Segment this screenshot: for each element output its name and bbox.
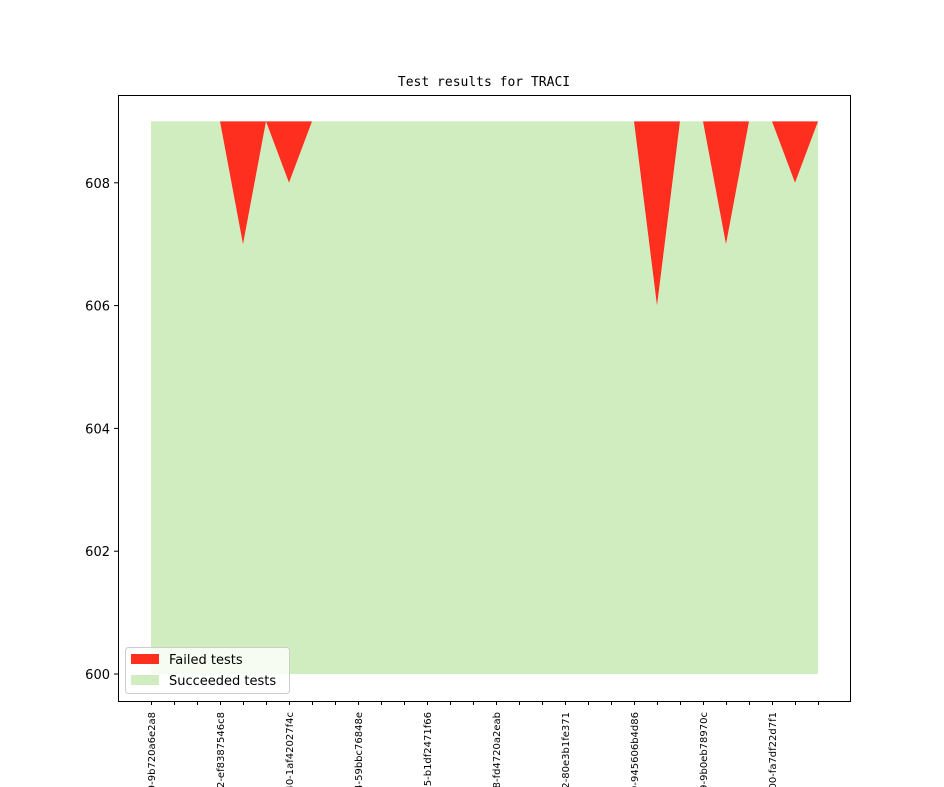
succeeded-area	[151, 121, 818, 674]
x-tick-label: 2-ef8387546c8	[216, 712, 227, 787]
x-tick-label: 9-9b0eb78970c	[699, 712, 710, 787]
chart-title: Test results for TRACI	[398, 75, 570, 90]
failed-area	[151, 121, 818, 306]
y-tick-label: 600	[85, 668, 110, 683]
x-tick-label: 9-9b720a6e2a8	[147, 712, 158, 787]
y-tick-label: 606	[85, 300, 110, 315]
x-tick-label: 00-fa7df22d7f1	[768, 712, 779, 787]
legend-swatch-failed	[131, 654, 159, 664]
x-axis: 9-9b720a6e2a8 2-ef8387546c8 40-1af42027f4c…	[147, 701, 819, 787]
x-tick-label: 40-1af42027f4c	[285, 712, 296, 787]
plot-area	[151, 121, 818, 674]
legend-label-failed: Failed tests	[169, 653, 243, 668]
y-tick-label: 604	[85, 422, 110, 437]
y-tick-label: 602	[85, 545, 110, 560]
x-tick-label: 55-b1df2471f66	[423, 712, 434, 787]
x-tick-label: 8-fd4720a2eab	[492, 712, 503, 787]
legend: Failed tests Succeeded tests	[125, 647, 290, 694]
y-tick-label: 608	[85, 177, 110, 192]
x-tick-label: 9-945606b4d86	[630, 712, 641, 787]
y-axis: 600 602 604 606 608	[85, 177, 118, 683]
legend-swatch-succeeded	[131, 675, 159, 685]
axes-frame	[118, 95, 851, 702]
legend-label-succeeded: Succeeded tests	[169, 674, 276, 689]
x-tick-label: 2-80e3b1fe371	[561, 712, 572, 787]
x-tick-label: 4-59bbc76848e	[354, 712, 365, 787]
legend-box	[125, 647, 290, 694]
